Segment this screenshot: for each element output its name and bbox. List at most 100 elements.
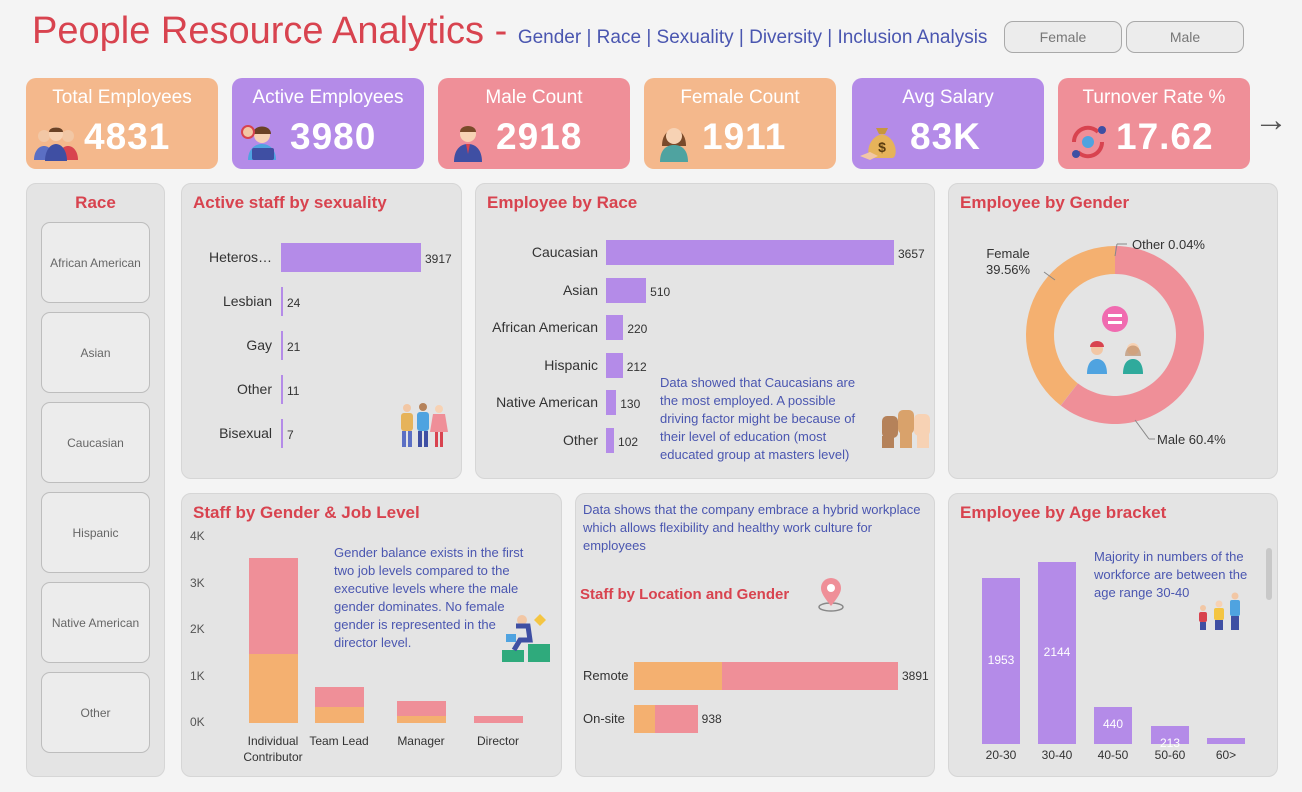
bar-value: 3891 [902, 669, 929, 683]
female-person-icon [660, 128, 688, 162]
kpi-turnover-rate: Turnover Rate % 17.62 [1058, 78, 1250, 169]
working-employee-icon [241, 125, 276, 160]
bar-label: Asian [562, 281, 598, 298]
stacked-bar-segment [396, 701, 446, 717]
bar-value: 510 [650, 284, 671, 299]
race-option-native-american[interactable]: Native American [41, 582, 150, 663]
bar-value: 130 [620, 397, 641, 411]
next-page-arrow-icon[interactable]: → [1254, 101, 1288, 139]
age-insight-note: Majority in numbers of the workforce are… [1094, 549, 1248, 600]
bar-label: Native American [496, 394, 598, 410]
bar-value: 220 [627, 322, 648, 336]
bar [1207, 738, 1245, 744]
bar [606, 427, 615, 453]
kpi-active-employees: Active Employees 3980 [232, 78, 424, 169]
donut-label-male: Male 60.4% [1157, 432, 1226, 447]
y-tick-label: 3K [190, 575, 205, 590]
x-tick-label: Team Lead [309, 734, 369, 748]
page-subtitle: Gender | Race | Sexuality | Diversity | … [517, 27, 988, 48]
y-tick-label: 2K [190, 622, 205, 636]
x-tick-label: Individual [247, 734, 299, 748]
bar-label: Remote [583, 668, 629, 683]
bar [281, 243, 421, 272]
donut-slice-male [1060, 246, 1204, 424]
race-option-other[interactable]: Other [41, 672, 150, 753]
gender-chart-title: Employee by Gender [960, 193, 1130, 212]
leader-line-other [1114, 243, 1118, 257]
age-panel: Employee by Age bracket 1953 20-30 2144 30-… [948, 493, 1278, 777]
leader-line-female [1043, 271, 1056, 281]
bar-value: 213 [1159, 735, 1181, 750]
bar [281, 287, 283, 316]
leader-line-male [1134, 419, 1150, 440]
race-insight-note: Data showed that Caucasians are the most… [660, 375, 856, 462]
bar-value: 3657 [898, 247, 925, 261]
sexuality-panel: Active staff by sexuality Heteros… 3917 Le… [181, 183, 462, 479]
bar-label: Other [562, 431, 598, 448]
x-tick-label: 60> [1215, 748, 1237, 762]
location-panel: Data shows that the company embrace a hy… [575, 493, 935, 777]
donut-label-female-pct: 39.56% [986, 262, 1031, 277]
bar-value: 2144 [1043, 645, 1071, 659]
race-slicer-panel: Race African American Asian Caucasian Hi… [26, 183, 165, 777]
bar [281, 419, 283, 448]
family-icon [1199, 592, 1240, 630]
race-chart-title: Employee by Race [487, 193, 638, 212]
x-tick-label: Contributor [243, 750, 303, 764]
scrollbar[interactable] [1266, 548, 1272, 600]
bar-label: Gay [246, 337, 272, 353]
donut-slice-female [1026, 246, 1115, 406]
raised-fists-icon [882, 410, 930, 448]
bar [281, 375, 283, 404]
bar-label: Hispanic [544, 356, 598, 373]
x-tick-label: 20-30 [985, 748, 1017, 762]
kpi-female-count: Female Count 1911 [644, 78, 836, 169]
x-tick-label: Director [476, 734, 519, 748]
job-level-panel: Staff by Gender & Job Level 0K 1K 2K 3K 4K In… [181, 493, 562, 777]
bar [606, 390, 617, 415]
x-tick-label: Manager [397, 734, 445, 748]
svg-text:$: $ [878, 139, 886, 155]
turnover-cycle-icon [1071, 125, 1106, 159]
stacked-bar-segment [722, 662, 898, 690]
bar [982, 578, 1020, 744]
bar-label: Lesbian [222, 293, 272, 309]
bar-label: Heteros… [208, 249, 272, 265]
career-growth-icon [502, 614, 550, 662]
location-insight-note: Data shows that the company embrace a hy… [583, 502, 921, 553]
stacked-bar-segment [634, 705, 655, 733]
kpi-male-count: Male Count 2918 [438, 78, 630, 169]
bar-label: Caucasian [531, 244, 598, 260]
job-level-chart-title: Staff by Gender & Job Level [193, 503, 420, 522]
sexuality-chart-title: Active staff by sexuality [193, 193, 387, 212]
bar-value: 212 [626, 359, 647, 374]
stacked-bar-segment [654, 705, 698, 733]
race-option-african-american[interactable]: African American [41, 222, 150, 303]
bar-value: 938 [701, 712, 722, 726]
male-slicer-button[interactable]: Male [1126, 21, 1244, 53]
bar [606, 240, 894, 265]
x-tick-label: 40-50 [1097, 748, 1129, 762]
job-level-insight-note: Gender balance exists in the first two j… [334, 545, 524, 650]
stacked-bar-segment [248, 654, 298, 723]
stacked-bar-segment [473, 716, 523, 723]
bar [281, 331, 283, 360]
race-option-caucasian[interactable]: Caucasian [41, 402, 150, 483]
stacked-bar-segment [314, 706, 364, 723]
bar-value: 102 [618, 434, 639, 449]
donut-label-other: Other 0.04% [1132, 237, 1205, 252]
race-panel: Employee by Race Caucasian 3657 Asian 510 Af… [475, 183, 935, 479]
bar-label: African American [492, 319, 598, 335]
bar [606, 315, 624, 340]
female-slicer-button[interactable]: Female [1004, 21, 1122, 53]
bar-label: Other [236, 381, 272, 397]
kpi-avg-salary: Avg Salary $ 83K [852, 78, 1044, 169]
bar-label: On-site [583, 711, 625, 726]
race-option-asian[interactable]: Asian [41, 312, 150, 393]
location-chart-title: Staff by Location and Gender [580, 586, 790, 603]
race-option-hispanic[interactable]: Hispanic [41, 492, 150, 573]
donut-label-female-name: Female [986, 246, 1030, 261]
race-slicer-title: Race [75, 193, 116, 212]
bar-value: 7 [287, 428, 294, 442]
stacked-bar-segment [396, 716, 446, 723]
